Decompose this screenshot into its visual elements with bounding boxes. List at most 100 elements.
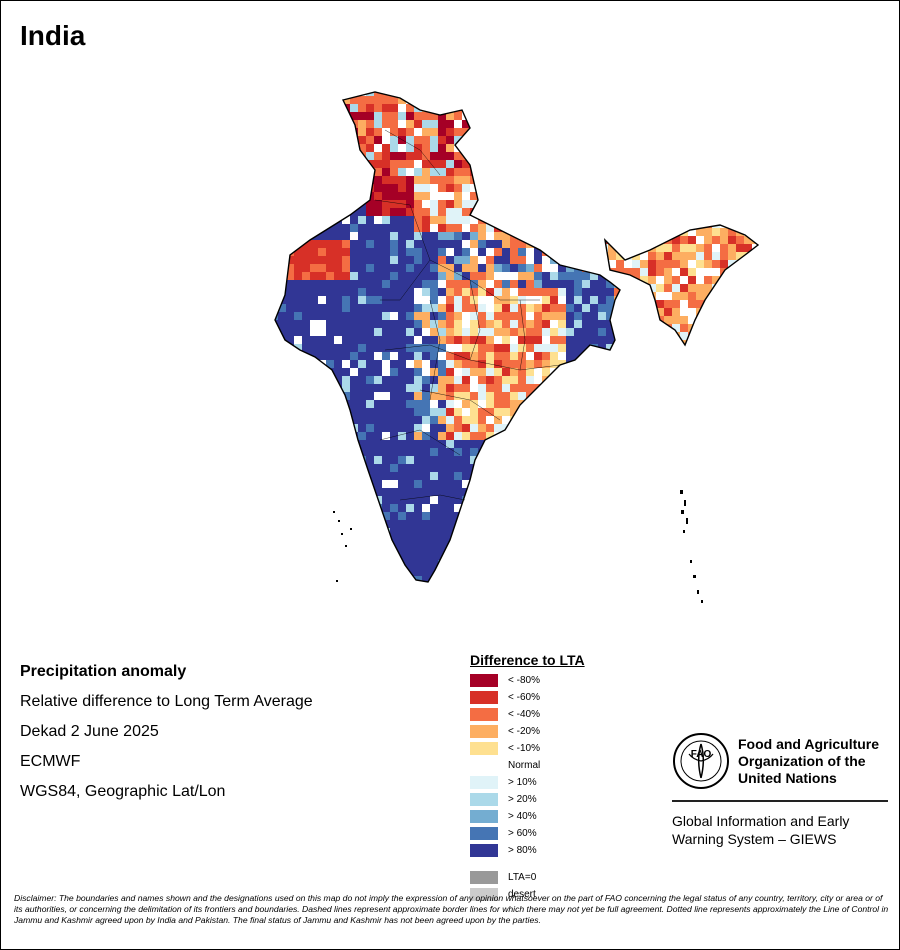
map-cell (278, 504, 286, 512)
map-cell (326, 320, 334, 328)
fao-name: Food and Agriculture Organization of the… (738, 736, 879, 787)
map-cell (294, 224, 302, 232)
map-cell (486, 240, 494, 248)
map-cell (406, 296, 414, 304)
map-cell (438, 224, 446, 232)
map-cell (624, 292, 632, 300)
map-cell (438, 584, 446, 592)
map-cell (622, 560, 630, 568)
map-cell (486, 400, 494, 408)
map-cell (534, 512, 542, 520)
map-cell (510, 584, 518, 592)
map-cell (510, 288, 518, 296)
map-cell (648, 225, 656, 228)
map-cell (422, 96, 430, 104)
map-cell (358, 304, 366, 312)
map-cell (680, 292, 688, 300)
map-cell (744, 292, 752, 300)
map-cell (624, 228, 632, 236)
map-cell (590, 272, 598, 280)
map-cell (712, 308, 720, 316)
map-cell (566, 408, 574, 416)
map-cell (414, 544, 422, 552)
map-cell (640, 252, 648, 260)
map-cell (334, 128, 342, 136)
map-cell (664, 228, 672, 236)
map-cell (302, 528, 310, 536)
map-cell (406, 440, 414, 448)
map-cell (526, 216, 534, 224)
map-cell (454, 536, 462, 544)
map-cell (422, 472, 430, 480)
map-cell (366, 496, 374, 504)
map-cell (326, 232, 334, 240)
map-cell (614, 92, 620, 96)
map-cell (350, 144, 358, 152)
map-cell (382, 192, 390, 200)
map-cell (350, 584, 358, 592)
map-cell (366, 336, 374, 344)
map-cell (302, 416, 310, 424)
map-cell (478, 584, 486, 592)
map-cell (542, 184, 550, 192)
map-cell (310, 360, 318, 368)
map-cell (318, 168, 326, 176)
map-cell (542, 112, 550, 120)
map-cell (542, 240, 550, 248)
map-cell (422, 92, 430, 96)
map-cell (446, 320, 454, 328)
map-cell (278, 136, 286, 144)
map-cell (622, 384, 630, 392)
map-cell (622, 312, 630, 320)
map-cell (590, 92, 598, 96)
map-cell (334, 192, 342, 200)
map-cell (550, 92, 558, 96)
map-cell (398, 568, 406, 576)
map-cell (430, 504, 438, 512)
map-cell (470, 264, 478, 272)
map-cell (334, 264, 342, 272)
legend-label: desert (508, 889, 536, 900)
map-cell (494, 576, 502, 582)
map-cell (582, 328, 590, 336)
map-cell (286, 168, 294, 176)
map-cell (342, 480, 350, 488)
map-cell (350, 224, 358, 232)
map-cell (275, 136, 278, 144)
map-cell (390, 328, 398, 336)
map-cell (366, 280, 374, 288)
map-cell (550, 544, 558, 552)
map-cell (302, 544, 310, 552)
map-cell (656, 236, 664, 244)
map-cell (414, 280, 422, 288)
map-cell (598, 400, 606, 408)
map-cell (550, 248, 558, 256)
map-cell (486, 128, 494, 136)
map-cell (486, 504, 494, 512)
map-cell (438, 336, 446, 344)
map-cell (446, 280, 454, 288)
map-cell (275, 160, 278, 168)
map-cell (486, 320, 494, 328)
map-cell (454, 320, 462, 328)
map-cell (350, 456, 358, 464)
map-cell (286, 456, 294, 464)
map-cell (728, 228, 736, 236)
map-cell (278, 480, 286, 488)
map-cell (590, 456, 598, 464)
map-cell (422, 224, 430, 232)
map-cell (656, 292, 664, 300)
map-cell (606, 464, 614, 472)
map-cell (752, 332, 758, 340)
map-cell (606, 496, 614, 504)
map-cell (438, 448, 446, 456)
map-cell (414, 288, 422, 296)
map-cell (534, 240, 542, 248)
map-cell (390, 536, 398, 544)
map-cell (358, 576, 366, 582)
map-cell (382, 392, 390, 400)
map-cell (582, 272, 590, 280)
map-cell (598, 304, 606, 312)
map-cell (342, 128, 350, 136)
map-cell (582, 480, 590, 488)
